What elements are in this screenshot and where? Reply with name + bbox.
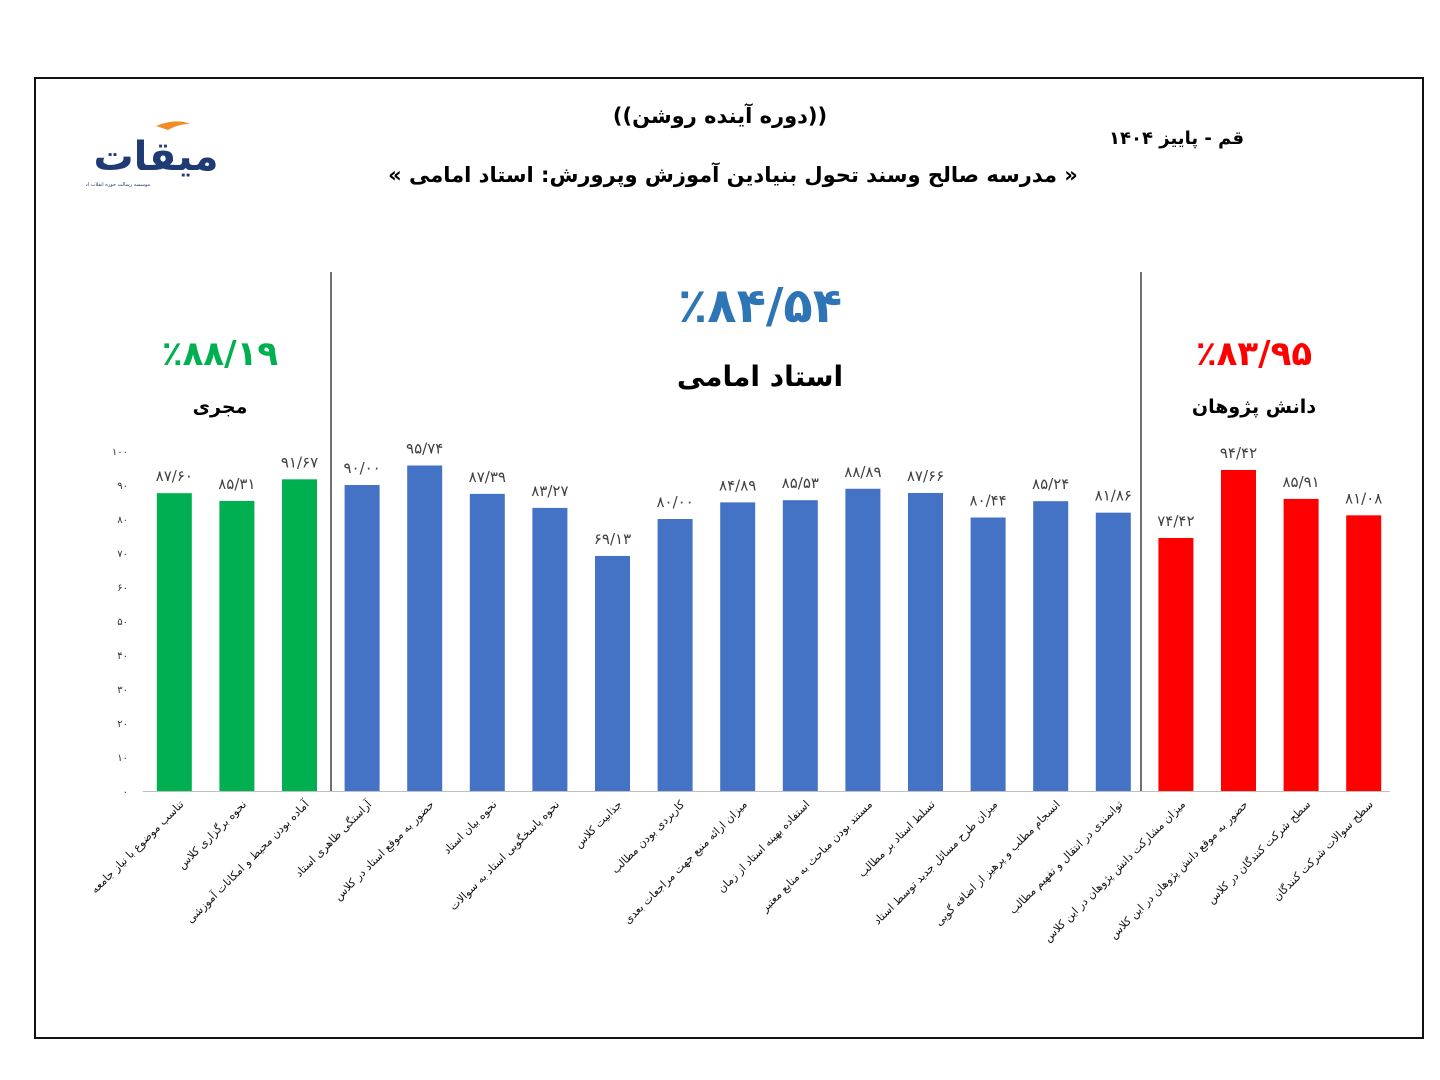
category-label: میزان مشارکت دانش پژوهان در این کلاس bbox=[1041, 798, 1188, 945]
bar bbox=[970, 517, 1006, 791]
data-label: ۷۴/۴۲ bbox=[1157, 512, 1194, 530]
y-tick-label: ۸۰ bbox=[117, 515, 128, 526]
bar bbox=[845, 488, 881, 791]
bar bbox=[1283, 498, 1319, 791]
category-label: مستند بودن مباحث به منابع معتبر bbox=[758, 798, 875, 915]
bar bbox=[1095, 512, 1131, 791]
y-tick-label: ۷۰ bbox=[117, 549, 128, 560]
bar bbox=[344, 485, 380, 791]
bar bbox=[156, 493, 192, 791]
data-label: ۸۴/۸۹ bbox=[719, 476, 756, 494]
bar bbox=[595, 555, 630, 791]
data-label: ۸۱/۰۸ bbox=[1345, 489, 1382, 507]
data-label: ۸۵/۲۴ bbox=[1032, 475, 1069, 493]
bar bbox=[782, 500, 818, 791]
y-tick-label: ۹۰ bbox=[117, 481, 128, 492]
group-name-host: مجری bbox=[192, 396, 248, 418]
group-percent-host: ٪۸۸/۱۹ bbox=[161, 334, 279, 374]
data-label: ۹۱/۶۷ bbox=[281, 453, 318, 471]
bar bbox=[1033, 501, 1069, 791]
data-label: ۸۰/۰۰ bbox=[656, 493, 693, 511]
category-label: نحوه بیان استاد bbox=[441, 798, 500, 857]
data-label: ۸۸/۸۹ bbox=[844, 463, 881, 481]
data-label: ۸۷/۶۶ bbox=[907, 467, 944, 485]
category-label: تناسب موضوع با نیاز جامعه bbox=[88, 798, 186, 896]
bar bbox=[282, 479, 317, 791]
group-name-students: دانش پژوهان bbox=[1191, 396, 1317, 418]
y-tick-label: ۰ bbox=[123, 787, 128, 798]
data-label: ۸۷/۶۰ bbox=[156, 467, 193, 485]
bar bbox=[720, 502, 756, 791]
svg-text:میقات: میقات bbox=[93, 134, 218, 180]
y-tick-label: ۱۰۰ bbox=[112, 447, 128, 458]
category-label: میزان ارائه منبع جهت مراجعات بعدی bbox=[621, 798, 750, 927]
bar bbox=[407, 465, 443, 791]
bar bbox=[532, 507, 568, 791]
bar bbox=[657, 519, 693, 791]
data-label: ۸۵/۵۳ bbox=[782, 474, 819, 492]
category-label: حضور به موقع دانش پژوهان در این کلاس bbox=[1107, 798, 1251, 942]
category-label: حضور به موقع استاد در کلاس bbox=[332, 798, 437, 903]
data-label: ۹۰/۰۰ bbox=[343, 459, 380, 477]
data-label: ۸۵/۳۱ bbox=[218, 475, 255, 493]
category-label: آماده بودن محیط و امکانات آموزشی bbox=[183, 797, 312, 926]
logo: میقات موسسه رسالت حوزه انقلاب اسلامی bbox=[86, 121, 219, 188]
figure-frame bbox=[34, 77, 1424, 1039]
category-label: توانمندی در انتقال و تفهیم مطالب bbox=[1007, 798, 1126, 917]
data-label: ۸۳/۲۷ bbox=[531, 482, 568, 500]
data-label: ۹۴/۴۲ bbox=[1220, 444, 1257, 462]
bar bbox=[908, 492, 943, 791]
category-label: انسجام مطلب و پرهیز از اضافه گویی bbox=[932, 798, 1063, 929]
bar bbox=[1221, 469, 1256, 791]
y-tick-label: ۳۰ bbox=[117, 685, 128, 696]
category-label: جذابیت کلاس bbox=[572, 798, 625, 851]
y-tick-label: ۲۰ bbox=[117, 719, 128, 730]
group-percent-students: ٪۸۳/۹۵ bbox=[1195, 334, 1313, 374]
group-percent-teacher: ٪۸۴/۵۴ bbox=[677, 278, 842, 334]
y-tick-label: ۱۰ bbox=[117, 753, 128, 764]
y-tick-label: ۵۰ bbox=[117, 617, 128, 628]
bar bbox=[219, 500, 255, 791]
category-label: نحوه برگزاری کلاس bbox=[175, 798, 249, 872]
bar bbox=[469, 493, 505, 791]
title-line-1: ((دوره آینده روشن)) bbox=[612, 104, 828, 128]
bar bbox=[1158, 537, 1194, 791]
data-label: ۸۰/۴۴ bbox=[969, 492, 1006, 510]
data-label: ۸۷/۳۹ bbox=[469, 468, 506, 486]
y-tick-label: ۴۰ bbox=[117, 651, 128, 662]
group-name-teacher: استاد امامی bbox=[676, 360, 844, 393]
category-label: سطح سوالات شرکت کنندگان bbox=[1270, 798, 1375, 903]
data-label: ۹۵/۷۴ bbox=[406, 439, 443, 457]
category-label: سطح شرکت کنندگان در کلاس bbox=[1205, 798, 1313, 906]
svg-text:موسسه رسالت حوزه انقلاب اسلامی: موسسه رسالت حوزه انقلاب اسلامی bbox=[86, 182, 151, 188]
bar bbox=[1346, 515, 1382, 791]
data-label: ۸۵/۹۱ bbox=[1282, 473, 1319, 491]
place-date: قم - پاییز ۱۴۰۴ bbox=[1109, 128, 1244, 149]
data-label: ۸۱/۸۶ bbox=[1095, 487, 1132, 505]
data-label: ۶۹/۱۳ bbox=[594, 530, 631, 548]
y-tick-label: ۶۰ bbox=[117, 583, 128, 594]
category-label: نحوه پاسخگویی استاد به سوالات bbox=[447, 798, 562, 913]
category-label: میزان طرح مسائل جدید توسط استاد bbox=[871, 798, 1000, 927]
title-line-2: « مدرسه صالح وسند تحول بنیادین آموزش وپر… bbox=[388, 163, 1078, 187]
